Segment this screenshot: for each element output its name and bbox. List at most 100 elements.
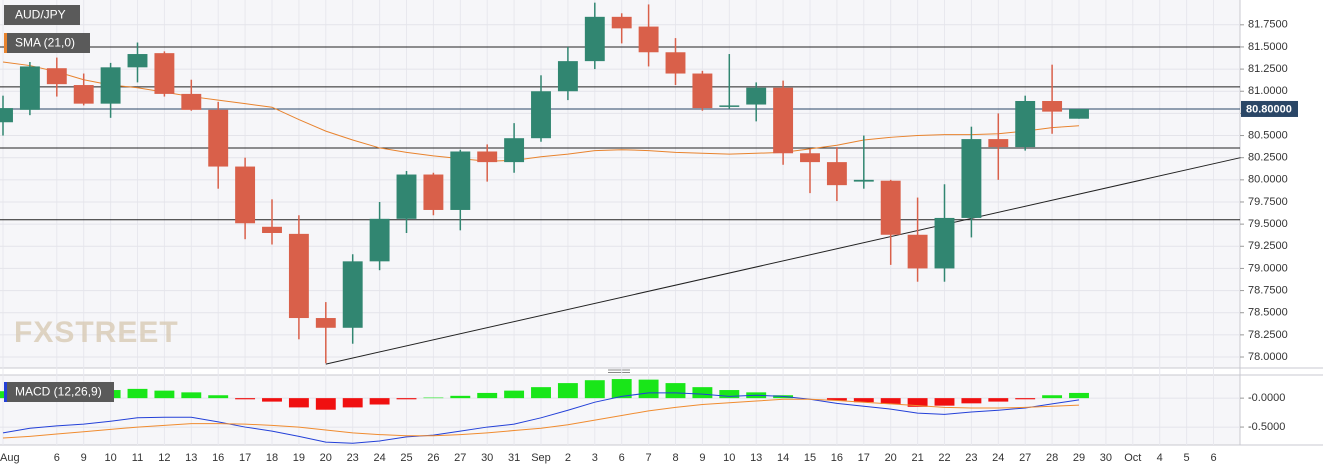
y-tick-label: -0.5000 bbox=[1248, 421, 1285, 433]
macd-bar bbox=[853, 398, 874, 403]
price-tag-label: 80.80000 bbox=[1246, 103, 1292, 115]
y-tick-label: 81.5000 bbox=[1248, 41, 1288, 53]
candle-body bbox=[531, 91, 551, 139]
x-tick-label: 13 bbox=[750, 452, 762, 464]
candle-body bbox=[208, 109, 229, 167]
candle-body bbox=[961, 139, 982, 218]
sma-box bbox=[4, 33, 90, 53]
macd-label: MACD (12,26,9) bbox=[15, 385, 102, 399]
macd-bar bbox=[342, 398, 363, 408]
macd-bar bbox=[719, 390, 740, 399]
x-tick-label: 16 bbox=[831, 452, 843, 464]
x-tick-label: 17 bbox=[239, 452, 251, 464]
candle-body bbox=[907, 234, 928, 269]
candle-body bbox=[853, 179, 874, 182]
macd-bar bbox=[826, 398, 847, 401]
macd-bar bbox=[127, 388, 148, 399]
x-tick-label: 15 bbox=[804, 452, 816, 464]
y-tick-label: 80.2500 bbox=[1248, 152, 1288, 164]
macd-box bbox=[4, 382, 114, 402]
y-tick-label: 79.7500 bbox=[1248, 196, 1288, 208]
candle-body bbox=[19, 66, 40, 110]
macd-bar bbox=[262, 398, 282, 402]
y-tick-label: 80.0000 bbox=[1248, 174, 1288, 186]
candle-body bbox=[665, 52, 686, 74]
macd-bar bbox=[450, 395, 471, 399]
x-tick-label: 24 bbox=[992, 452, 1004, 464]
indicator-line bbox=[2, 392, 1080, 444]
plot-layer: Aug 6 9 10 11 12 13 16 17 18 19 20 23 24 25 26 27 30 31 Sep… bbox=[0, 0, 1288, 464]
candle-body bbox=[450, 151, 471, 210]
y-tick-label: 78.2500 bbox=[1248, 329, 1288, 341]
candle-body bbox=[369, 218, 390, 262]
symbol-label: AUD/JPY bbox=[15, 8, 66, 22]
x-tick-label: 31 bbox=[508, 452, 520, 464]
price-panel bbox=[0, 0, 1240, 368]
x-tick-label: 29 bbox=[1073, 452, 1085, 464]
candle-body bbox=[988, 139, 1009, 148]
x-tick-label: 17 bbox=[858, 452, 870, 464]
macd-bar bbox=[423, 397, 444, 399]
y-tick-label: 78.7500 bbox=[1248, 284, 1288, 296]
y-tick-label: 81.7500 bbox=[1248, 19, 1288, 31]
macd-bar bbox=[1015, 398, 1036, 400]
candle-body bbox=[235, 166, 256, 224]
macd-bar bbox=[477, 392, 498, 399]
watermark: FXSTREET bbox=[14, 316, 179, 349]
macd-bar bbox=[880, 398, 901, 404]
candle-body bbox=[477, 151, 498, 163]
x-tick-label: 24 bbox=[373, 452, 385, 464]
macd-bar bbox=[235, 398, 256, 400]
macd-bar bbox=[181, 392, 202, 399]
y-tick-label: 81.0000 bbox=[1248, 85, 1288, 97]
macd-bar bbox=[988, 398, 1009, 402]
x-tick-label: 9 bbox=[699, 452, 705, 464]
candle-body bbox=[127, 54, 148, 68]
candle-body bbox=[719, 105, 740, 107]
price-tag bbox=[1241, 100, 1298, 117]
x-tick-label: 14 bbox=[777, 452, 789, 464]
macd-bar bbox=[154, 390, 175, 399]
x-tick-label: 30 bbox=[1100, 452, 1112, 464]
candle-body bbox=[100, 67, 121, 104]
sma-label: SMA (21,0) bbox=[15, 36, 75, 50]
x-tick-label: Aug bbox=[0, 452, 20, 464]
x-tick-label: 10 bbox=[104, 452, 116, 464]
x-tick-label: 28 bbox=[1046, 452, 1058, 464]
macd-bar bbox=[611, 379, 632, 399]
macd-bar bbox=[665, 383, 686, 399]
macd-bar bbox=[208, 395, 229, 399]
x-tick-label: 20 bbox=[320, 452, 332, 464]
x-tick-label: Oct bbox=[1124, 452, 1141, 464]
x-tick-label: 6 bbox=[619, 452, 625, 464]
y-tick-label: 78.5000 bbox=[1248, 307, 1288, 319]
x-tick-label: Sep bbox=[531, 452, 551, 464]
macd-bar bbox=[315, 398, 336, 410]
x-tick-label: 5 bbox=[1184, 452, 1190, 464]
x-tick-label: 20 bbox=[885, 452, 897, 464]
y-tick-label: 78.0000 bbox=[1248, 351, 1288, 363]
y-tick-label: 80.5000 bbox=[1248, 129, 1288, 141]
y-tick-label: -0.0000 bbox=[1248, 392, 1285, 404]
macd-bar bbox=[692, 387, 713, 399]
y-tick-label: 79.2500 bbox=[1248, 240, 1288, 252]
x-tick-label: 22 bbox=[938, 452, 950, 464]
candle-body bbox=[934, 217, 955, 269]
candle-body bbox=[1069, 108, 1089, 119]
macd-bar bbox=[638, 379, 659, 399]
macd-bar bbox=[961, 398, 982, 404]
x-tick-label: 25 bbox=[400, 452, 412, 464]
macd-bar bbox=[907, 398, 928, 407]
x-tick-label: 19 bbox=[293, 452, 305, 464]
candle-body bbox=[692, 73, 713, 109]
x-tick-label: 9 bbox=[81, 452, 87, 464]
x-tick-label: 16 bbox=[212, 452, 224, 464]
trend-line bbox=[325, 157, 1241, 365]
candle-body bbox=[880, 180, 901, 235]
macd-bar bbox=[584, 380, 605, 399]
macd-bar bbox=[369, 398, 390, 405]
x-tick-label: 23 bbox=[347, 452, 359, 464]
candle-body bbox=[46, 68, 67, 85]
candle-body bbox=[611, 16, 632, 29]
macd-bar bbox=[396, 398, 417, 400]
